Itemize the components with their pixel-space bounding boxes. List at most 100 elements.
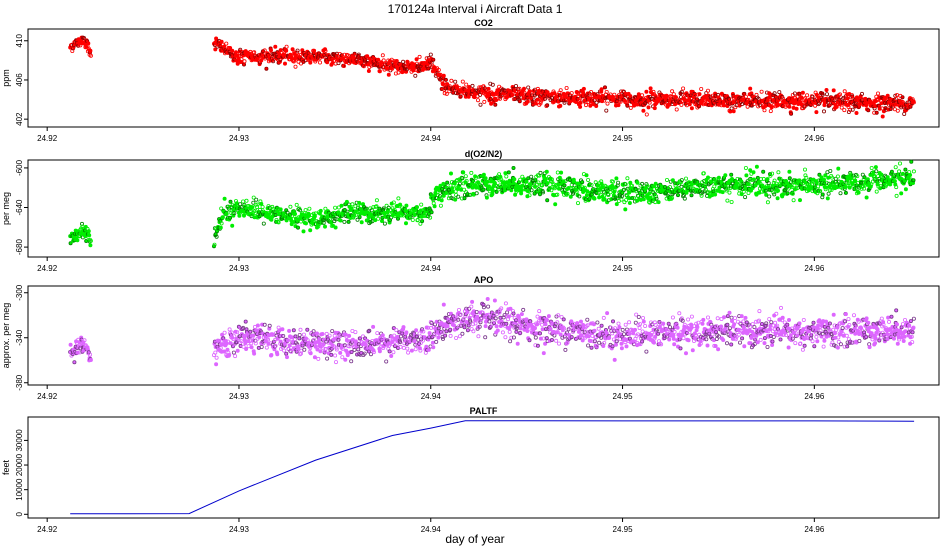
data-point [249,345,254,350]
data-point [68,342,73,347]
data-point [504,321,509,326]
data-point [498,176,503,181]
data-point [743,315,748,320]
data-point [448,171,453,176]
data-point [295,225,300,230]
data-point [507,329,512,334]
data-point [294,202,299,207]
data-point [636,92,641,97]
data-point [317,60,322,65]
data-point [895,108,900,113]
data-point [686,338,691,343]
data-point [219,206,224,211]
data-point [346,219,351,224]
data-point [314,331,319,336]
data-point [449,78,454,83]
data-point [738,340,743,345]
y-tick-label: 406 [15,73,24,87]
data-point [794,106,799,111]
data-point [323,48,328,53]
data-point [483,176,488,181]
data-point [768,109,773,114]
data-point [850,107,855,112]
data-point [298,208,303,213]
data-point [679,90,684,95]
x-tick-label: 24.95 [613,264,634,273]
data-point [674,107,679,112]
data-point [619,346,624,351]
data-point [243,341,248,346]
data-point [869,165,874,170]
data-point [706,88,711,93]
data-point [405,346,410,351]
data-point [465,328,470,333]
data-point [874,189,879,194]
data-point [562,183,567,188]
data-point [684,351,689,356]
data-point [614,202,619,207]
data-point [771,334,776,339]
data-point [879,101,884,106]
data-point [481,187,486,192]
data-point [396,196,401,201]
data-point [308,351,313,356]
data-point [270,204,275,209]
data-point [838,92,843,97]
x-tick-label: 24.93 [229,392,250,401]
data-point [624,344,629,349]
y-axis-label: ppm [1,69,11,87]
data-point [222,44,227,49]
data-point [333,205,338,210]
data-point [287,328,292,333]
data-point [264,66,269,71]
data-point [578,100,583,105]
data-point [253,208,258,213]
data-point [426,347,431,352]
data-point [510,93,515,98]
data-point [670,89,675,94]
data-point [707,328,712,333]
data-point [633,327,638,332]
data-point [233,354,238,359]
data-point [88,357,93,362]
data-point [366,69,371,74]
data-point [612,92,617,97]
data-point [511,311,516,316]
data-point [586,334,591,339]
data-point [552,91,557,96]
data-point [384,203,389,208]
data-point [656,331,661,336]
data-point [739,314,744,319]
x-tick-label: 24.94 [421,392,442,401]
data-point [220,215,225,220]
data-point [848,108,853,113]
data-point [644,89,649,94]
data-point [282,51,287,56]
data-point [588,103,593,108]
data-point [457,181,462,186]
data-point [538,101,543,106]
data-point [558,103,563,108]
data-point [866,108,871,113]
figure-title: 170124a Interval i Aircraft Data 1 [388,2,563,16]
data-point [298,327,303,332]
data-point [460,176,465,181]
data-point [648,86,653,91]
data-point [543,96,548,101]
data-point [540,183,545,188]
data-point [417,54,422,59]
data-point [564,86,569,91]
data-point [467,85,472,90]
data-point [275,352,280,357]
data-point [401,325,406,330]
data-point [228,199,233,204]
data-point [826,191,831,196]
data-point [563,347,568,352]
data-point [545,103,550,108]
data-point [428,215,433,220]
data-point [647,100,652,105]
data-point [243,319,248,324]
data-point [244,346,249,351]
x-tick-label: 24.93 [229,264,250,273]
data-point [589,90,594,95]
